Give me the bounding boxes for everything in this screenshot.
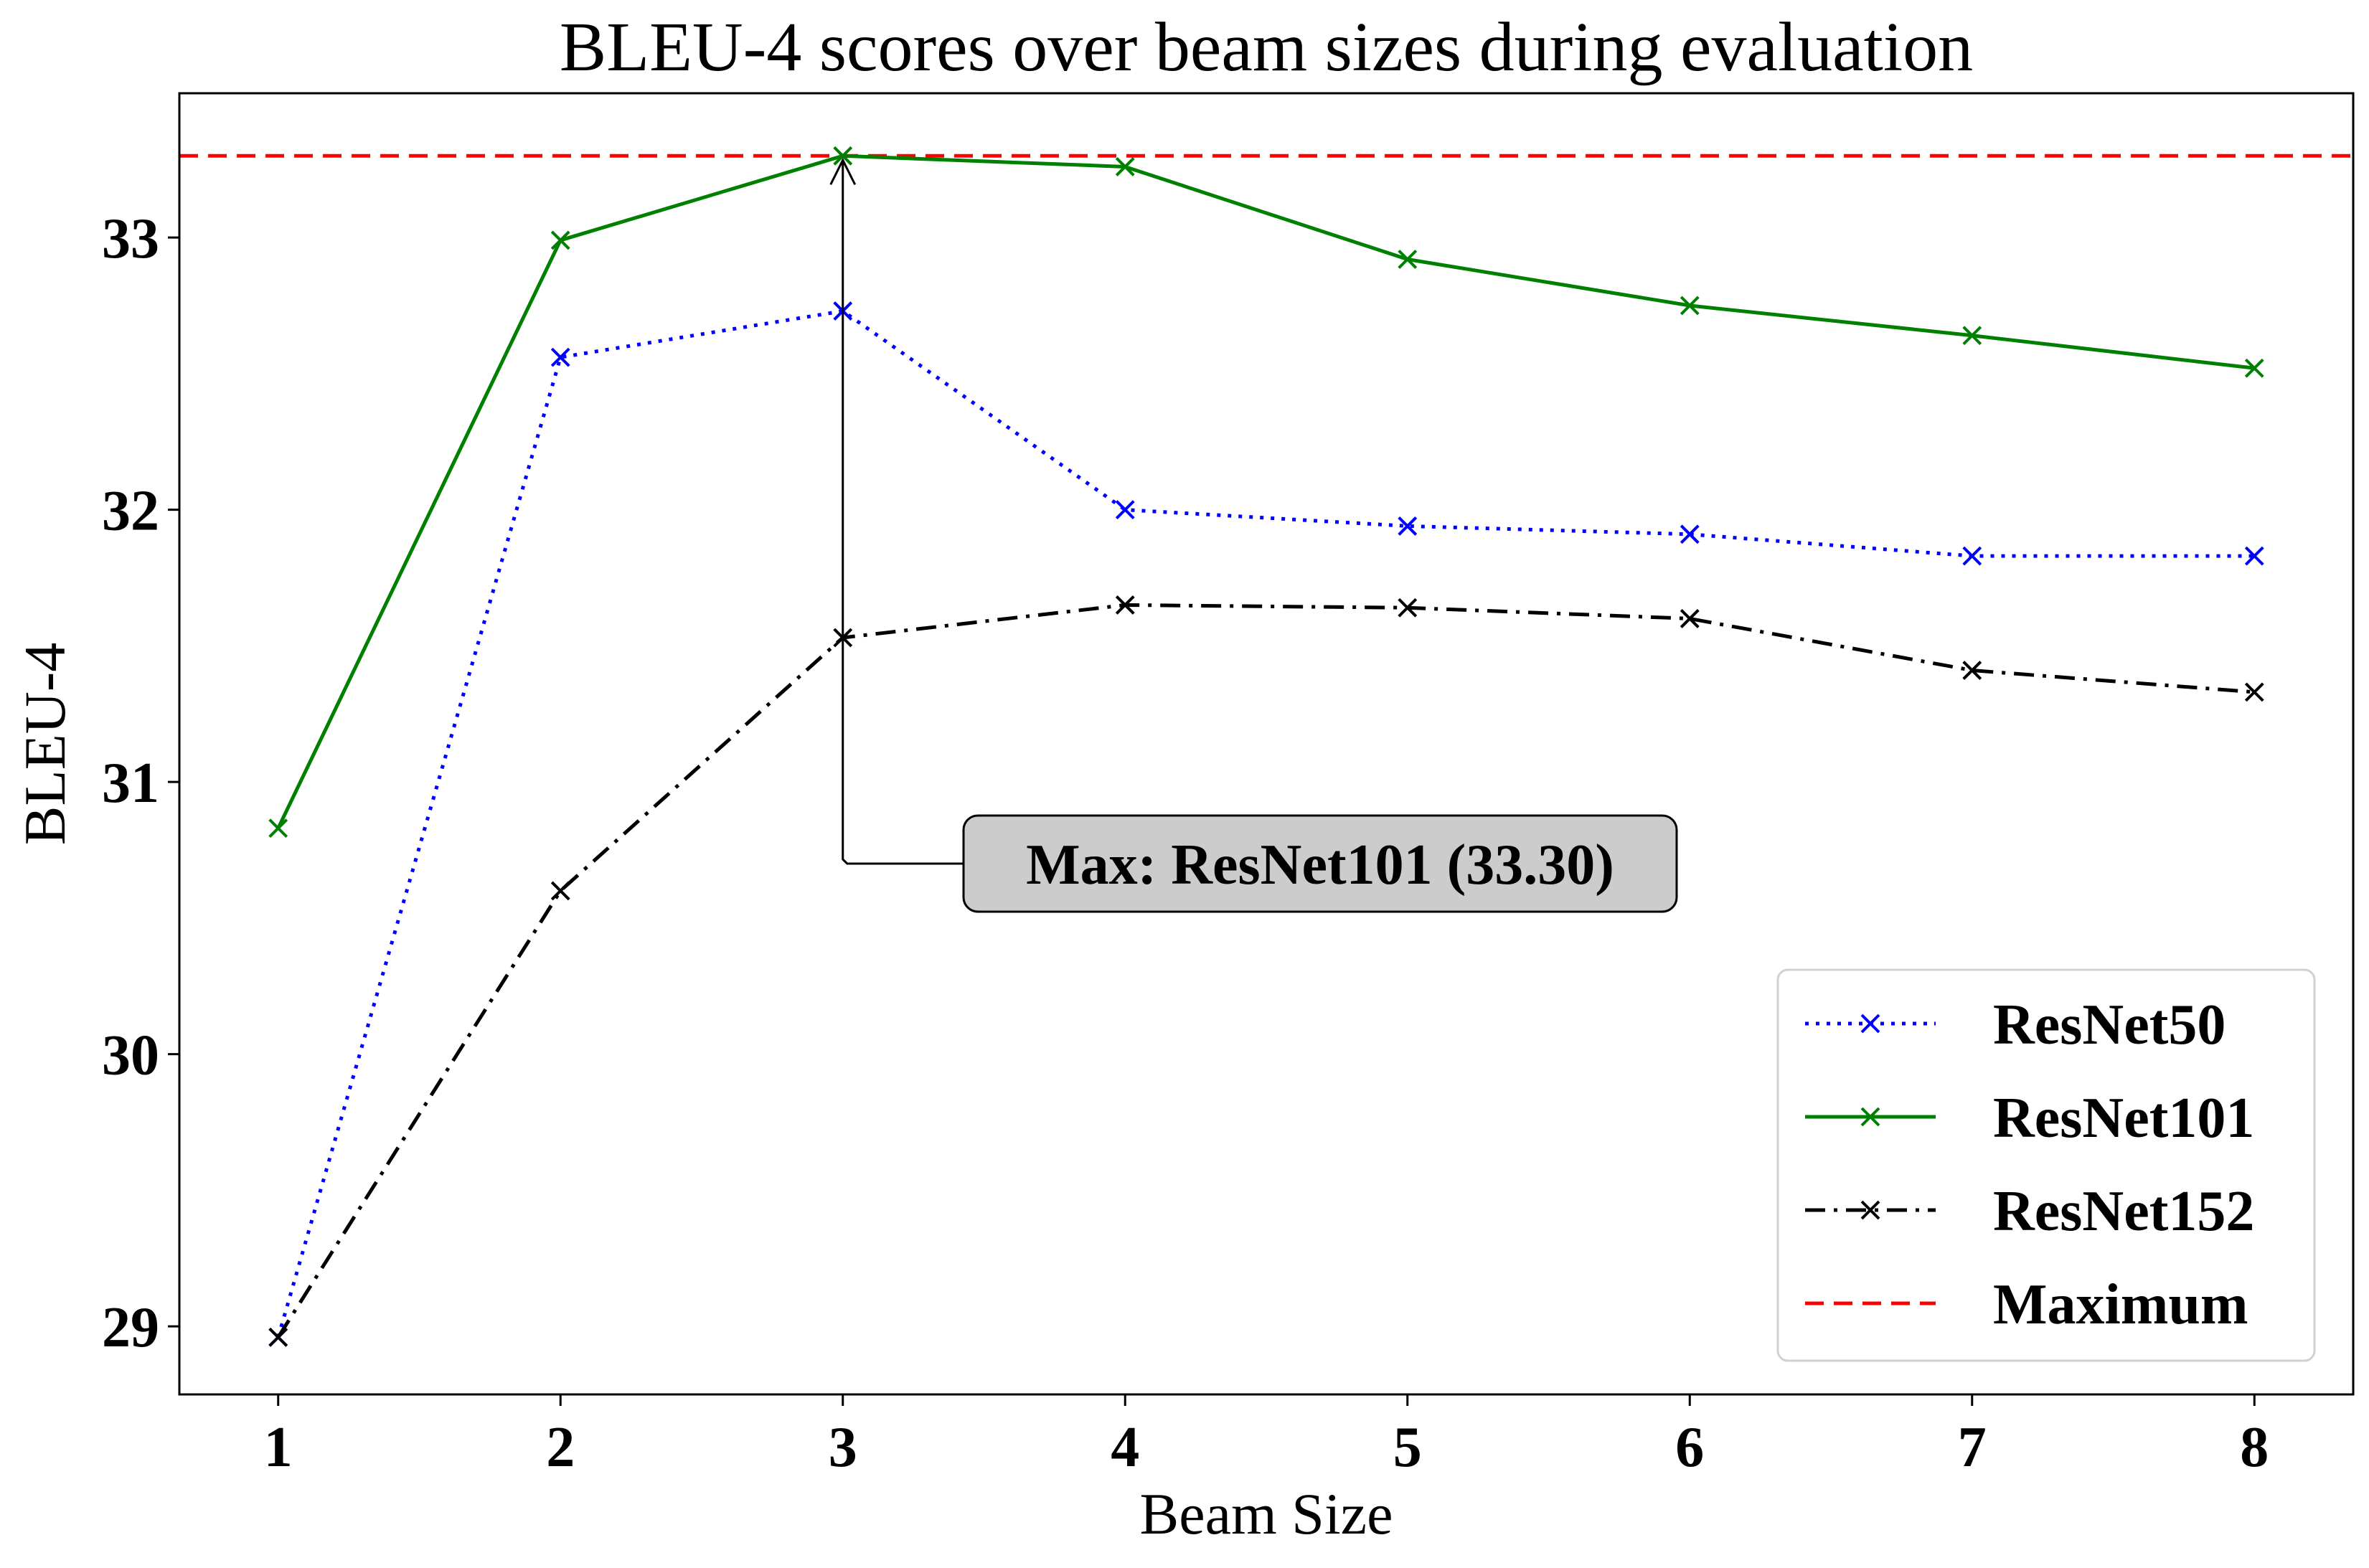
data-point-resnet101-5: [1398, 250, 1418, 269]
legend-entry-resnet50: ResNet50: [1805, 993, 2226, 1057]
x-tick-label: 4: [1111, 1416, 1139, 1479]
x-axis: 1 2 3 4 5 6 7 8: [264, 1394, 2269, 1479]
legend-entry-maximum: Maximum: [1805, 1273, 2248, 1336]
data-point-resnet152-8: [2244, 682, 2264, 702]
data-point-resnet101-4: [1115, 157, 1135, 176]
x-tick-label: 3: [829, 1416, 857, 1479]
plot-area: [179, 146, 2353, 1347]
legend-label: ResNet152: [1993, 1180, 2254, 1243]
legend-entry-resnet101: ResNet101: [1805, 1087, 2254, 1150]
legend-label: ResNet101: [1993, 1087, 2254, 1150]
y-tick-label: 31: [102, 752, 159, 815]
series-line-resnet152: [276, 603, 2255, 1338]
annotation-arrowhead: [829, 157, 857, 185]
data-point-resnet50-7: [1962, 546, 1982, 566]
legend-label: ResNet50: [1993, 993, 2226, 1057]
data-point-resnet50-8: [2244, 546, 2264, 566]
y-tick-label: 30: [102, 1024, 159, 1087]
annotation-label: Max: ResNet101 (33.30): [1026, 833, 1614, 897]
data-point-resnet152-2: [550, 881, 570, 901]
legend-marker: [1860, 1200, 1880, 1220]
x-tick-label: 5: [1393, 1416, 1422, 1479]
y-tick-label: 33: [102, 207, 159, 270]
series-resnet152: [268, 595, 2264, 1347]
annotation-box: [962, 814, 1678, 913]
legend-entry-resnet152: ResNet152: [1805, 1180, 2254, 1243]
chart-title: BLEU-4 scores over beam sizes during eva…: [560, 9, 1973, 86]
y-axis-label: BLEU-4: [12, 643, 77, 845]
max-annotation: Max: ResNet101 (33.30): [829, 157, 1678, 913]
x-tick-label: 6: [1675, 1416, 1704, 1479]
data-point-resnet152-6: [1680, 609, 1700, 628]
annotation-connector: [842, 160, 964, 865]
legend-marker: [1860, 1014, 1880, 1034]
x-axis-label: Beam Size: [1140, 1481, 1393, 1546]
series-resnet101: [268, 146, 2264, 839]
y-axis: 29 30 31 32 33: [102, 207, 179, 1359]
y-tick-label: 29: [102, 1296, 159, 1359]
data-point-resnet50-5: [1398, 516, 1418, 536]
x-tick-label: 7: [1958, 1416, 1987, 1479]
data-point-resnet50-2: [550, 347, 570, 367]
plot-frame: [178, 92, 2355, 1396]
data-point-resnet101-3: [833, 146, 853, 166]
data-point-resnet101-6: [1680, 296, 1700, 316]
x-tick-label: 2: [546, 1416, 575, 1479]
legend: ResNet50 ResNet101 ResNet152 Maximum: [1776, 968, 2316, 1362]
legend-marker: [1860, 1107, 1880, 1127]
data-point-resnet152-7: [1962, 661, 1982, 680]
series-line-resnet50: [276, 309, 2255, 1338]
data-point-resnet101-2: [550, 230, 570, 250]
data-point-resnet152-5: [1398, 598, 1418, 618]
data-point-resnet101-1: [268, 818, 288, 839]
data-point-resnet152-1: [268, 1327, 288, 1347]
legend-box: [1776, 968, 2316, 1362]
y-tick-label: 32: [102, 480, 159, 543]
x-tick-label: 1: [264, 1416, 293, 1479]
data-point-resnet152-4: [1115, 595, 1135, 615]
legend-label: Maximum: [1993, 1273, 2248, 1336]
data-point-resnet50-6: [1680, 524, 1700, 544]
data-point-resnet101-7: [1962, 326, 1982, 346]
series-line-resnet101: [276, 154, 2255, 829]
x-tick-label: 8: [2240, 1416, 2269, 1479]
data-point-resnet101-8: [2244, 358, 2264, 378]
data-point-resnet50-4: [1115, 500, 1135, 520]
